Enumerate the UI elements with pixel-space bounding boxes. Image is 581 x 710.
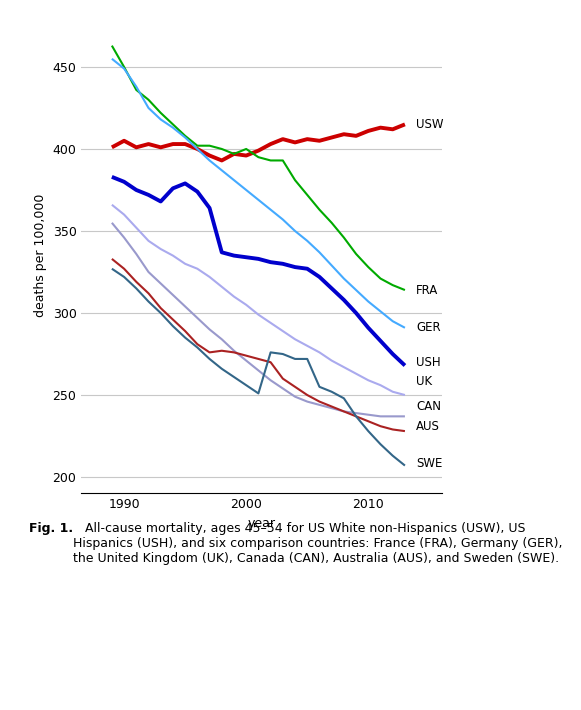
Text: SWE: SWE: [416, 457, 442, 471]
Text: GER: GER: [416, 322, 440, 334]
Text: CAN: CAN: [416, 400, 441, 413]
Y-axis label: deaths per 100,000: deaths per 100,000: [34, 194, 47, 317]
X-axis label: year: year: [248, 517, 275, 530]
Text: Fig. 1.: Fig. 1.: [29, 522, 73, 535]
Text: USH: USH: [416, 356, 440, 368]
Text: AUS: AUS: [416, 420, 440, 432]
Text: FRA: FRA: [416, 283, 438, 297]
Text: USW: USW: [416, 118, 443, 131]
Text: UK: UK: [416, 376, 432, 388]
Text: All-cause mortality, ages 45–54 for US White non-Hispanics (USW), US Hispanics (: All-cause mortality, ages 45–54 for US W…: [73, 522, 563, 565]
